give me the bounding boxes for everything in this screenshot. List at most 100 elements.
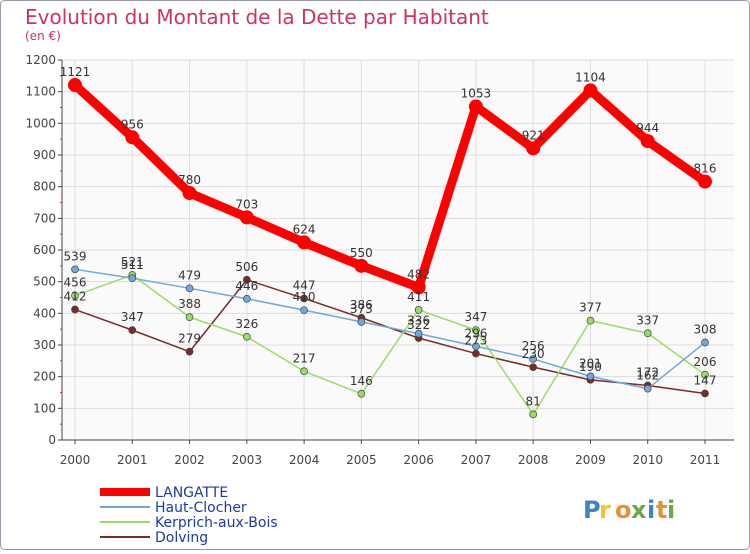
data-point	[354, 258, 369, 273]
data-label: 956	[121, 117, 144, 131]
x-tick-label: 2005	[346, 453, 377, 467]
data-point	[643, 384, 652, 393]
data-label: 410	[293, 290, 316, 304]
data-label: 217	[293, 351, 316, 365]
data-label: 446	[235, 279, 258, 293]
data-point	[472, 326, 480, 334]
data-label: 147	[694, 373, 717, 387]
data-point	[586, 372, 595, 381]
data-label: 326	[235, 317, 258, 331]
data-point	[529, 363, 538, 372]
data-label: 921	[522, 128, 545, 142]
y-tick-label: 400	[33, 306, 56, 320]
data-point	[185, 313, 194, 321]
data-point	[300, 367, 308, 376]
data-label: 172	[636, 366, 659, 380]
x-tick-label: 2000	[60, 453, 91, 467]
y-tick-label: 1000	[25, 116, 56, 130]
x-tick-label: 2010	[632, 453, 663, 467]
legend: LANGATTEHaut-ClocherKerprich-aux-BoisDol…	[100, 485, 278, 546]
data-label: 521	[121, 255, 144, 269]
data-point	[701, 338, 709, 347]
y-tick-label: 700	[33, 211, 56, 225]
brand-letter: P	[583, 496, 601, 524]
data-label: 479	[178, 268, 201, 282]
brand-letter: x	[631, 496, 647, 524]
data-label: 506	[235, 260, 258, 274]
data-point	[414, 329, 423, 338]
data-point	[529, 410, 538, 419]
data-label: 377	[579, 301, 602, 315]
data-point	[71, 291, 79, 300]
data-point	[242, 275, 251, 284]
data-point	[300, 306, 308, 315]
data-label: 347	[464, 310, 487, 324]
data-label: 201	[579, 356, 602, 370]
x-tick-label: 2007	[461, 453, 492, 467]
data-label: 81	[526, 394, 541, 408]
series-line-Haut-Clocher	[74, 268, 706, 390]
series-lines	[68, 78, 712, 419]
y-tick-label: 1200	[25, 53, 56, 67]
data-label: 146	[350, 374, 373, 388]
data-label: 482	[407, 267, 430, 281]
brand-letter: r	[599, 496, 611, 524]
data-label: 447	[293, 278, 316, 292]
data-point	[357, 318, 366, 326]
data-point	[640, 134, 655, 149]
data-label: 1053	[461, 87, 492, 101]
data-point	[586, 316, 595, 325]
series-line-LANGATTE	[70, 80, 710, 292]
data-point	[472, 349, 480, 358]
y-tick-label: 100	[33, 401, 56, 415]
data-point	[357, 389, 366, 398]
y-tick-label: 800	[33, 180, 56, 194]
y-tick-label: 900	[33, 148, 56, 162]
y-tick-label: 300	[33, 338, 56, 352]
data-point	[68, 78, 82, 93]
data-point	[185, 284, 194, 293]
brand-letter: i	[647, 496, 655, 524]
data-label: 816	[694, 162, 717, 176]
data-point	[297, 235, 312, 250]
data-label: 539	[64, 249, 87, 263]
data-label: 279	[178, 332, 201, 346]
data-label: 230	[522, 347, 545, 361]
data-label: 296	[464, 326, 487, 340]
data-point	[185, 347, 194, 356]
data-point	[526, 141, 541, 156]
data-label: 550	[350, 246, 373, 260]
y-tick-label: 200	[33, 370, 56, 384]
data-label: 412	[64, 290, 87, 304]
data-point	[242, 294, 251, 303]
legend-label: Dolving	[155, 530, 208, 546]
data-label: 336	[407, 314, 430, 328]
x-tick-label: 2004	[289, 453, 320, 467]
chart-subtitle: (en €)	[25, 29, 61, 43]
x-tick-label: 2006	[403, 453, 434, 467]
data-label: 388	[178, 297, 201, 311]
data-point	[583, 83, 598, 98]
data-label: 373	[350, 302, 373, 316]
data-point	[125, 130, 140, 145]
data-label: 1104	[575, 70, 606, 84]
data-point	[71, 305, 79, 314]
data-label: 308	[694, 322, 717, 336]
data-label: 944	[636, 121, 659, 135]
data-point	[701, 389, 709, 398]
legend-label: LANGATTE	[155, 485, 228, 501]
data-label: 780	[178, 173, 201, 187]
x-tick-label: 2001	[117, 453, 148, 467]
data-point	[529, 355, 538, 363]
data-label: 256	[522, 339, 545, 353]
data-label: 162	[636, 369, 659, 383]
data-label: 1121	[60, 65, 91, 79]
data-label: 190	[579, 360, 602, 374]
data-point	[182, 186, 197, 200]
data-point	[300, 294, 308, 303]
data-point	[242, 332, 251, 341]
brand-logo: Pr o x i t i	[583, 496, 675, 524]
series-line-Kerprich-aux-Bois	[74, 274, 706, 416]
